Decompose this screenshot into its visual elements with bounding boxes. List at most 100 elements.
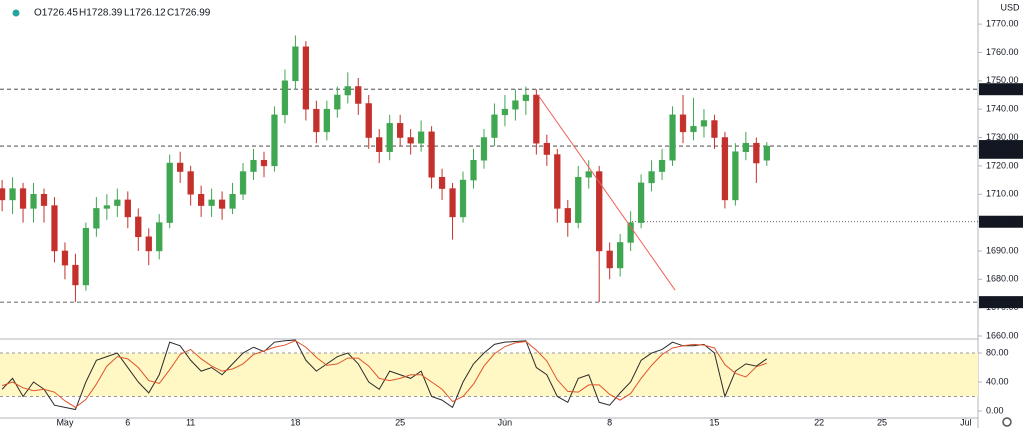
candle-body — [72, 264, 79, 286]
y-tick-label: 1690.00 — [986, 245, 1019, 255]
candle-body — [501, 108, 509, 116]
candle-body — [742, 142, 749, 152]
candle-body — [344, 86, 351, 96]
candle-body — [417, 131, 425, 144]
stoch-line — [1, 339, 768, 411]
candle-body — [480, 137, 488, 161]
settings-icon[interactable] — [1002, 417, 1012, 427]
candle-body — [40, 193, 48, 206]
candle-body — [721, 137, 729, 201]
x-tick-label: 8 — [607, 417, 612, 427]
candle-body — [690, 125, 697, 133]
y-tick-label: 1720.00 — [986, 160, 1019, 170]
candle-body — [585, 171, 592, 178]
candle-body — [491, 114, 498, 138]
level-label: 1724.62 — [983, 147, 1016, 157]
stoch-y-tick-label: 0.00 — [986, 405, 1004, 415]
candle-body — [166, 162, 173, 223]
candle-body — [711, 120, 718, 138]
level-label: 1700.30 — [983, 216, 1016, 226]
stoch-y-tick-label: 80.00 — [986, 347, 1009, 357]
candle-body — [51, 205, 58, 252]
candle-body — [302, 46, 310, 110]
candle-body — [376, 137, 383, 152]
candle-body — [145, 236, 152, 252]
candle-body — [355, 86, 362, 104]
x-tick-label: 18 — [290, 417, 300, 427]
level-label: 1726.99 — [983, 140, 1016, 150]
candle-body — [554, 154, 561, 209]
candle-body — [522, 94, 530, 101]
candle-body — [177, 162, 184, 172]
header-low: L1726.12 — [124, 8, 166, 19]
candle-body — [732, 151, 739, 201]
x-tick-label: 11 — [186, 417, 195, 427]
candle-body — [596, 171, 603, 252]
y-tick-label: 1730.00 — [986, 132, 1019, 142]
level-tag — [979, 296, 1023, 309]
y-tick-label: 1760.00 — [986, 47, 1019, 57]
x-tick-label: 25 — [877, 417, 887, 427]
header-high: H1728.39 — [79, 8, 123, 19]
candle-body — [679, 114, 687, 133]
candle-body — [669, 114, 676, 161]
y-tick-label: 1680.00 — [986, 274, 1019, 284]
candle-body — [470, 159, 477, 181]
x-tick-label: Jun — [498, 417, 513, 427]
candle-body — [124, 199, 131, 218]
x-tick-label: May — [56, 417, 74, 427]
candle-body — [428, 131, 435, 178]
candle-body — [187, 171, 194, 195]
y-tick-label: 1770.00 — [986, 18, 1019, 28]
x-tick-label: 15 — [709, 417, 719, 427]
candle-body — [229, 193, 236, 209]
status-dot — [12, 9, 20, 17]
candle-body — [753, 142, 760, 164]
candle-body — [156, 222, 163, 252]
candle-body — [438, 176, 446, 189]
y-tick-label: 1710.00 — [986, 189, 1019, 199]
candle-body — [533, 94, 540, 144]
candle-body — [512, 100, 519, 110]
level-tag — [979, 83, 1023, 96]
candle-body — [30, 193, 37, 209]
y-tick-label: 1660.00 — [986, 330, 1019, 340]
candle-body — [114, 199, 121, 206]
candle-body — [103, 205, 110, 209]
candle-body — [606, 250, 613, 269]
currency: USD — [1000, 2, 1020, 12]
candle-body — [323, 108, 330, 133]
candle-body — [218, 199, 226, 209]
level-label: 1747.04 — [983, 84, 1016, 94]
trendline — [537, 94, 676, 291]
level-label: 1671.95 — [983, 297, 1016, 307]
x-tick-label: 22 — [814, 417, 824, 427]
candle-body — [292, 46, 299, 82]
candle-body — [627, 222, 634, 243]
candle-body — [61, 250, 69, 266]
header-open: O1726.45 — [34, 8, 78, 19]
stoch-line — [1, 340, 767, 408]
level-tag — [979, 140, 1023, 153]
candle-body — [700, 120, 708, 127]
candle-body — [313, 108, 320, 133]
candle-body — [648, 171, 655, 184]
candle-body — [617, 242, 624, 269]
x-tick-label: Jul — [960, 417, 972, 427]
y-tick-label: 1750.00 — [986, 75, 1019, 85]
candle-body — [658, 159, 666, 172]
candle-body — [449, 188, 456, 218]
level-tag — [979, 215, 1023, 228]
candle-body — [0, 188, 6, 201]
candle-body — [9, 188, 16, 201]
candle-body — [239, 171, 247, 195]
candle-body — [407, 137, 414, 144]
candle-body — [637, 182, 645, 223]
candle-body — [763, 145, 770, 161]
x-tick-label: 6 — [125, 417, 130, 427]
candle-body — [93, 208, 100, 229]
candle-body — [135, 216, 142, 238]
candle-body — [260, 159, 268, 167]
x-tick-label: 25 — [395, 417, 405, 427]
